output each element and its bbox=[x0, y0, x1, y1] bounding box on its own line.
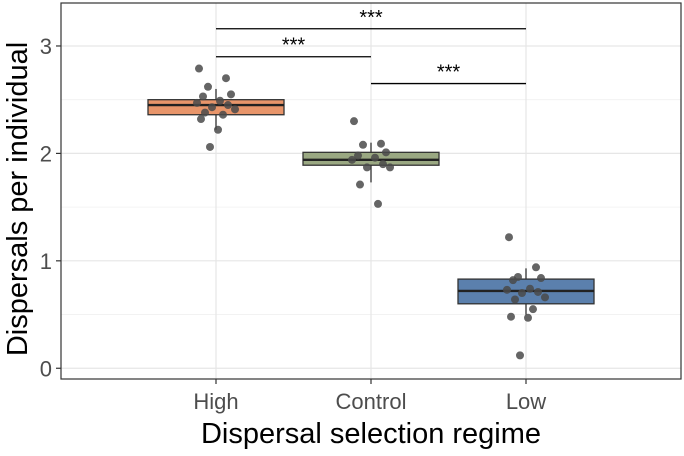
data-point bbox=[231, 105, 239, 114]
data-point bbox=[197, 115, 205, 124]
data-point bbox=[518, 289, 526, 298]
data-point bbox=[359, 140, 367, 149]
data-point bbox=[201, 108, 209, 117]
data-point bbox=[199, 92, 207, 101]
data-point bbox=[541, 293, 549, 302]
data-point bbox=[363, 163, 371, 172]
significance-label: *** bbox=[359, 7, 383, 29]
data-point bbox=[529, 305, 537, 314]
data-point bbox=[350, 117, 358, 126]
data-point bbox=[507, 312, 515, 321]
data-point bbox=[534, 287, 542, 296]
data-point bbox=[516, 351, 524, 360]
significance-label: *** bbox=[437, 62, 461, 84]
data-point bbox=[219, 110, 227, 119]
y-axis: 0 1 2 3 bbox=[40, 34, 61, 381]
data-point bbox=[374, 199, 382, 208]
data-point bbox=[216, 96, 224, 105]
data-point bbox=[379, 160, 387, 169]
y-tick-label: 2 bbox=[40, 141, 52, 166]
x-tick-label: High bbox=[193, 389, 238, 414]
data-point bbox=[371, 153, 379, 162]
data-point bbox=[204, 82, 212, 91]
data-point bbox=[386, 163, 394, 172]
data-point bbox=[505, 233, 513, 242]
data-point bbox=[195, 64, 203, 73]
x-tick-label: Control bbox=[336, 389, 407, 414]
data-point bbox=[537, 274, 545, 283]
data-point bbox=[509, 276, 517, 285]
data-point bbox=[222, 74, 230, 83]
y-tick-label: 1 bbox=[40, 249, 52, 274]
data-point bbox=[526, 284, 534, 293]
significance-label: *** bbox=[282, 35, 306, 57]
y-axis-title: Dispersals per individual bbox=[2, 42, 34, 356]
y-tick-label: 0 bbox=[40, 356, 52, 381]
data-point bbox=[382, 148, 390, 157]
data-point bbox=[224, 101, 232, 110]
x-tick-label: Low bbox=[506, 389, 546, 414]
data-point bbox=[354, 151, 362, 160]
data-point bbox=[532, 263, 540, 272]
data-point bbox=[227, 90, 235, 99]
data-point bbox=[214, 125, 222, 134]
data-point bbox=[524, 313, 532, 322]
data-point bbox=[193, 98, 201, 107]
data-point bbox=[503, 285, 511, 294]
data-point bbox=[377, 139, 385, 148]
data-point bbox=[206, 142, 214, 151]
box-series bbox=[147, 88, 595, 315]
significance-brackets: *** *** *** bbox=[216, 7, 526, 85]
data-point bbox=[208, 103, 216, 112]
data-point bbox=[356, 180, 364, 189]
y-tick-label: 3 bbox=[40, 34, 52, 59]
data-point bbox=[511, 295, 519, 304]
x-axis-title: Dispersal selection regime bbox=[201, 418, 541, 450]
data-point bbox=[348, 155, 356, 164]
jitter-points bbox=[193, 64, 549, 360]
x-axis: High Control Low bbox=[193, 379, 546, 414]
